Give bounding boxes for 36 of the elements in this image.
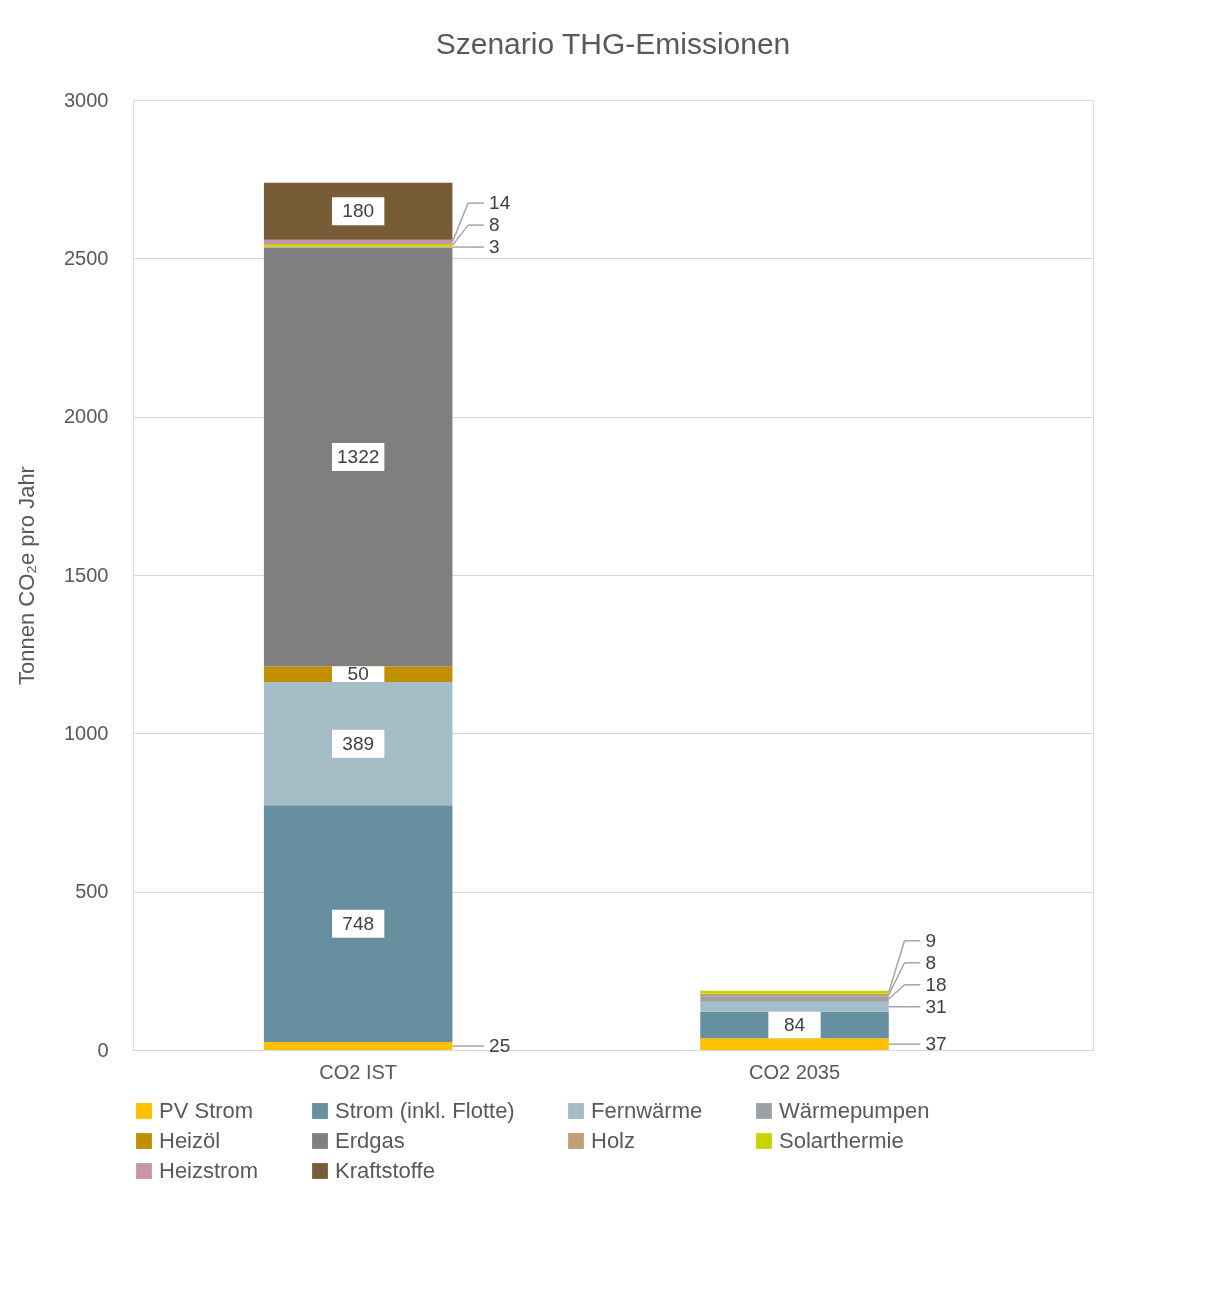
legend-label: Wärmepumpen xyxy=(779,1098,930,1123)
data-label: 389 xyxy=(342,732,375,754)
y-axis-title: Tonnen CO₂e pro Jahr xyxy=(14,466,40,685)
legend-label: Heizöl xyxy=(159,1128,221,1153)
legend-label: Kraftstoffe xyxy=(335,1158,435,1183)
legend-label: Heizstrom xyxy=(159,1158,259,1183)
data-label: 37 xyxy=(925,1033,947,1055)
data-label: 14 xyxy=(489,192,511,214)
data-label: 8 xyxy=(489,214,500,236)
legend-label: Holz xyxy=(591,1128,636,1153)
legend-label: Fernwärme xyxy=(591,1098,703,1123)
chart-title: Szenario THG-Emissionen xyxy=(435,27,791,60)
y-tick-label: 2000 xyxy=(64,405,109,428)
data-label: 180 xyxy=(342,200,375,222)
y-tick-label: 1500 xyxy=(64,563,109,586)
data-label: 31 xyxy=(925,995,947,1017)
legend-label: Erdgas xyxy=(335,1128,405,1153)
legend-label: Strom (inkl. Flotte) xyxy=(335,1098,515,1123)
data-label: 84 xyxy=(783,1013,806,1035)
data-label: 1322 xyxy=(337,445,380,467)
x-tick-label: CO2 2035 xyxy=(748,1060,841,1083)
legend-label: Solarthermie xyxy=(779,1128,904,1153)
data-label: 748 xyxy=(342,912,375,934)
data-label: 50 xyxy=(347,663,369,685)
data-label: 8 xyxy=(925,951,937,973)
y-tick-label: 0 xyxy=(97,1038,109,1061)
data-label: 25 xyxy=(489,1035,511,1057)
data-label: 18 xyxy=(925,973,947,995)
data-label: 3 xyxy=(489,236,500,258)
y-tick-label: 500 xyxy=(75,880,109,903)
y-tick-label: 2500 xyxy=(64,246,109,269)
y-tick-label: 1000 xyxy=(64,721,109,744)
x-tick-label: CO2 IST xyxy=(319,1060,398,1083)
y-tick-label: 3000 xyxy=(64,88,109,111)
legend-label: PV Strom xyxy=(159,1098,254,1123)
data-label: 9 xyxy=(925,929,937,951)
